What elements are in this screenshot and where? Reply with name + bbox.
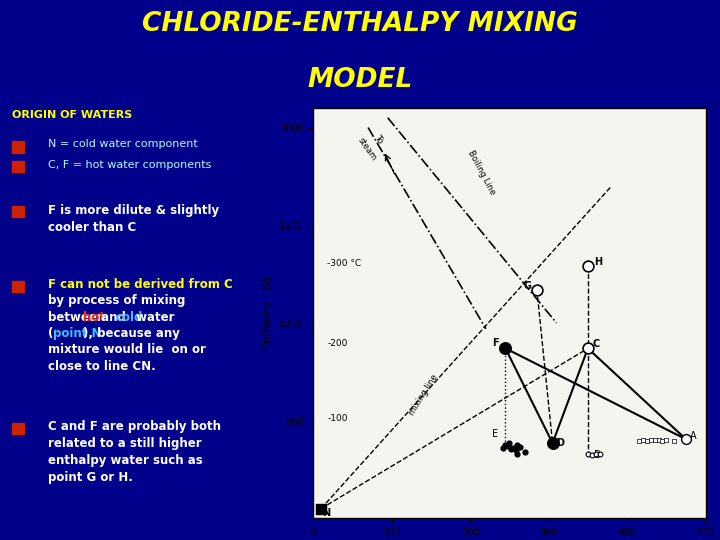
Text: N = cold water component: N = cold water component	[48, 139, 198, 149]
Point	[582, 450, 593, 458]
Point	[657, 437, 668, 445]
Point	[531, 286, 543, 294]
Text: MODEL: MODEL	[307, 67, 413, 93]
Point	[645, 435, 657, 444]
Text: G: G	[523, 281, 531, 291]
Point	[514, 443, 526, 451]
Text: mixture would lie  on or: mixture would lie on or	[48, 343, 206, 356]
Point	[498, 444, 509, 453]
Text: (: (	[48, 327, 54, 340]
Point	[680, 435, 692, 443]
Point	[661, 436, 672, 444]
Text: A: A	[690, 431, 696, 441]
Point	[637, 436, 649, 444]
Bar	[12, 206, 24, 217]
Point	[668, 436, 680, 445]
Y-axis label: Enthalpy - J/g: Enthalpy - J/g	[264, 276, 274, 350]
Point	[505, 445, 517, 454]
Text: hot: hot	[84, 310, 105, 323]
Point	[510, 446, 521, 454]
Text: ), because any: ), because any	[84, 327, 180, 340]
Text: B: B	[594, 450, 601, 460]
Text: D: D	[557, 438, 564, 449]
Text: by process of mixing: by process of mixing	[48, 294, 186, 307]
Point	[633, 437, 644, 445]
Point	[500, 440, 511, 449]
Bar	[12, 141, 24, 153]
Text: H: H	[594, 258, 603, 267]
Point	[519, 448, 531, 456]
Text: F: F	[492, 339, 499, 348]
Point	[582, 262, 593, 271]
Point	[502, 442, 513, 450]
Bar	[12, 161, 24, 172]
Text: E: E	[492, 429, 498, 440]
Point	[546, 439, 558, 448]
Text: water: water	[132, 310, 174, 323]
Text: Boiling Line: Boiling Line	[467, 148, 498, 196]
Text: and: and	[97, 310, 130, 323]
Bar	[12, 423, 24, 434]
Point	[504, 438, 516, 447]
Text: ORIGIN OF WATERS: ORIGIN OF WATERS	[12, 111, 132, 120]
Text: CHLORIDE-ENTHALPY MIXING: CHLORIDE-ENTHALPY MIXING	[142, 11, 578, 37]
Text: -200: -200	[328, 340, 348, 348]
Point	[511, 450, 523, 458]
Text: -100: -100	[328, 414, 348, 423]
Text: mixing line: mixing line	[408, 373, 440, 417]
Point	[586, 450, 598, 459]
Text: To: To	[372, 133, 384, 145]
Point	[653, 435, 665, 444]
Text: C: C	[593, 340, 600, 349]
Bar	[12, 281, 24, 292]
Text: steam: steam	[356, 136, 379, 163]
Text: close to line CN.: close to line CN.	[48, 360, 156, 373]
Text: C, F = hot water components: C, F = hot water components	[48, 160, 212, 170]
Point	[641, 436, 652, 445]
Text: N: N	[323, 509, 330, 518]
Point	[590, 449, 601, 458]
Point	[500, 344, 511, 353]
Text: C and F are probably both
related to a still higher
enthalpy water such as
point: C and F are probably both related to a s…	[48, 420, 221, 483]
Point	[582, 344, 593, 353]
Text: between: between	[48, 310, 109, 323]
Point	[508, 443, 519, 452]
Text: F can not be derived from C: F can not be derived from C	[48, 278, 233, 291]
Text: point N: point N	[53, 327, 102, 340]
Text: -300 °C: -300 °C	[328, 259, 361, 268]
Text: cold: cold	[115, 310, 143, 323]
Point	[511, 441, 523, 449]
Point	[315, 504, 327, 513]
Text: F is more dilute & slightly
cooler than C: F is more dilute & slightly cooler than …	[48, 204, 220, 234]
Point	[649, 436, 660, 445]
Point	[594, 450, 606, 458]
